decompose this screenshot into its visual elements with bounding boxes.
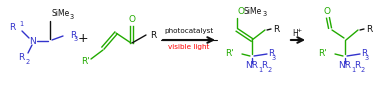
Text: R': R' (225, 48, 234, 57)
Text: 3: 3 (365, 55, 369, 61)
Text: +: + (296, 27, 302, 32)
Text: photocatalyst: photocatalyst (164, 28, 214, 34)
Text: 1: 1 (19, 21, 23, 27)
Text: R: R (354, 62, 360, 70)
Text: 2: 2 (26, 59, 30, 65)
Text: O: O (238, 7, 245, 15)
Text: R: R (366, 24, 372, 34)
Text: 3: 3 (263, 11, 267, 17)
Text: 1: 1 (258, 67, 262, 73)
Text: +: + (78, 32, 88, 45)
Text: O: O (129, 15, 135, 23)
Text: R: R (273, 24, 279, 34)
Text: N: N (29, 37, 36, 45)
Text: 3: 3 (74, 36, 78, 42)
Text: SiMe: SiMe (52, 10, 70, 18)
Text: 3: 3 (70, 14, 74, 20)
Text: 3: 3 (272, 55, 276, 61)
Text: R: R (18, 54, 24, 62)
Text: NR: NR (245, 62, 259, 70)
Text: R: R (9, 23, 15, 32)
Text: 1: 1 (351, 67, 355, 73)
Text: 2: 2 (361, 67, 365, 73)
Text: NR: NR (339, 62, 352, 70)
Text: R: R (261, 62, 267, 70)
Text: R: R (150, 31, 156, 40)
Text: H: H (292, 29, 298, 37)
Text: R': R' (82, 57, 90, 67)
Text: O: O (324, 7, 330, 15)
Text: R: R (361, 49, 367, 59)
Text: R': R' (318, 48, 327, 57)
Text: 2: 2 (268, 67, 272, 73)
Text: R: R (268, 49, 274, 59)
Text: visible light: visible light (168, 44, 210, 50)
Text: SiMe: SiMe (244, 7, 262, 15)
Text: R: R (70, 31, 76, 40)
